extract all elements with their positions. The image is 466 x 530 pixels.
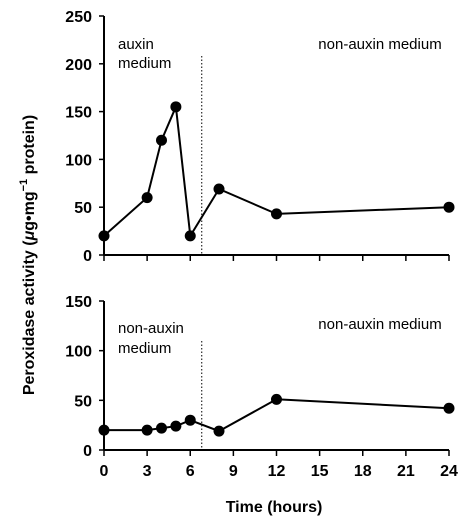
x-tick-label: 0 bbox=[100, 463, 109, 480]
panel-bottom: 0 50 100 150 0 3 6 9 12 15 18 21 24 non-auxin medium no… bbox=[65, 294, 458, 480]
y-axis-title-prefix: Peroxidase activity ( bbox=[21, 240, 38, 395]
y-tick-label: 100 bbox=[65, 152, 92, 169]
data-point bbox=[170, 420, 182, 432]
data-point bbox=[213, 425, 225, 437]
x-tick-label: 6 bbox=[186, 463, 195, 480]
data-point bbox=[156, 134, 167, 146]
data-point bbox=[98, 230, 110, 242]
annotation-text: non-auxin medium bbox=[318, 316, 441, 333]
data-point bbox=[141, 424, 153, 436]
x-tick-label: 9 bbox=[229, 463, 238, 480]
y-tick-label: 0 bbox=[83, 248, 92, 265]
data-point bbox=[443, 402, 455, 414]
y-tick-label: 150 bbox=[65, 294, 92, 311]
x-tick-label: 18 bbox=[354, 463, 372, 480]
x-tick-label: 3 bbox=[143, 463, 152, 480]
y-tick-label: 150 bbox=[65, 105, 92, 122]
y-tick-label: 250 bbox=[65, 9, 92, 26]
y-axis-title: Peroxidase activity (μg•mg−1 protein) bbox=[18, 115, 38, 395]
y-axis-title-suffix: protein) bbox=[21, 115, 38, 179]
data-point bbox=[443, 201, 455, 213]
y-axis-title-mu: μ bbox=[21, 230, 38, 241]
annotation-text: medium bbox=[118, 55, 171, 72]
data-point bbox=[184, 230, 196, 242]
y-tick-label: 0 bbox=[83, 443, 92, 460]
data-point bbox=[170, 101, 182, 113]
data-point bbox=[156, 422, 167, 434]
x-tick-label: 24 bbox=[440, 463, 458, 480]
data-point bbox=[271, 208, 282, 220]
data-point bbox=[98, 424, 110, 436]
annotation-text: medium bbox=[118, 340, 171, 357]
data-point bbox=[184, 414, 196, 426]
panel-top: 0 50 100 150 200 250 auxin medium non-auxin medi… bbox=[65, 9, 455, 265]
x-tick-label: 21 bbox=[397, 463, 415, 480]
y-axis-title-mg: mg bbox=[21, 191, 38, 215]
y-axis-title-dot: • bbox=[21, 215, 38, 221]
data-point bbox=[271, 393, 282, 405]
data-point bbox=[213, 183, 225, 195]
x-tick-label: 15 bbox=[311, 463, 329, 480]
y-axis-title-sup: −1 bbox=[18, 179, 30, 192]
annotation-text: auxin bbox=[118, 36, 154, 53]
y-tick-label: 50 bbox=[74, 393, 92, 410]
series-line bbox=[103, 102, 450, 239]
annotation-text: non-auxin bbox=[118, 320, 184, 337]
annotation-text: non-auxin medium bbox=[318, 36, 441, 53]
y-tick-label: 200 bbox=[65, 57, 92, 74]
y-tick-label: 100 bbox=[65, 344, 92, 361]
x-axis-title: Time (hours) bbox=[226, 499, 323, 516]
y-axis-title-g: g bbox=[21, 221, 38, 231]
data-point bbox=[141, 192, 153, 204]
y-tick-label: 50 bbox=[74, 200, 92, 217]
x-tick-label: 12 bbox=[268, 463, 286, 480]
